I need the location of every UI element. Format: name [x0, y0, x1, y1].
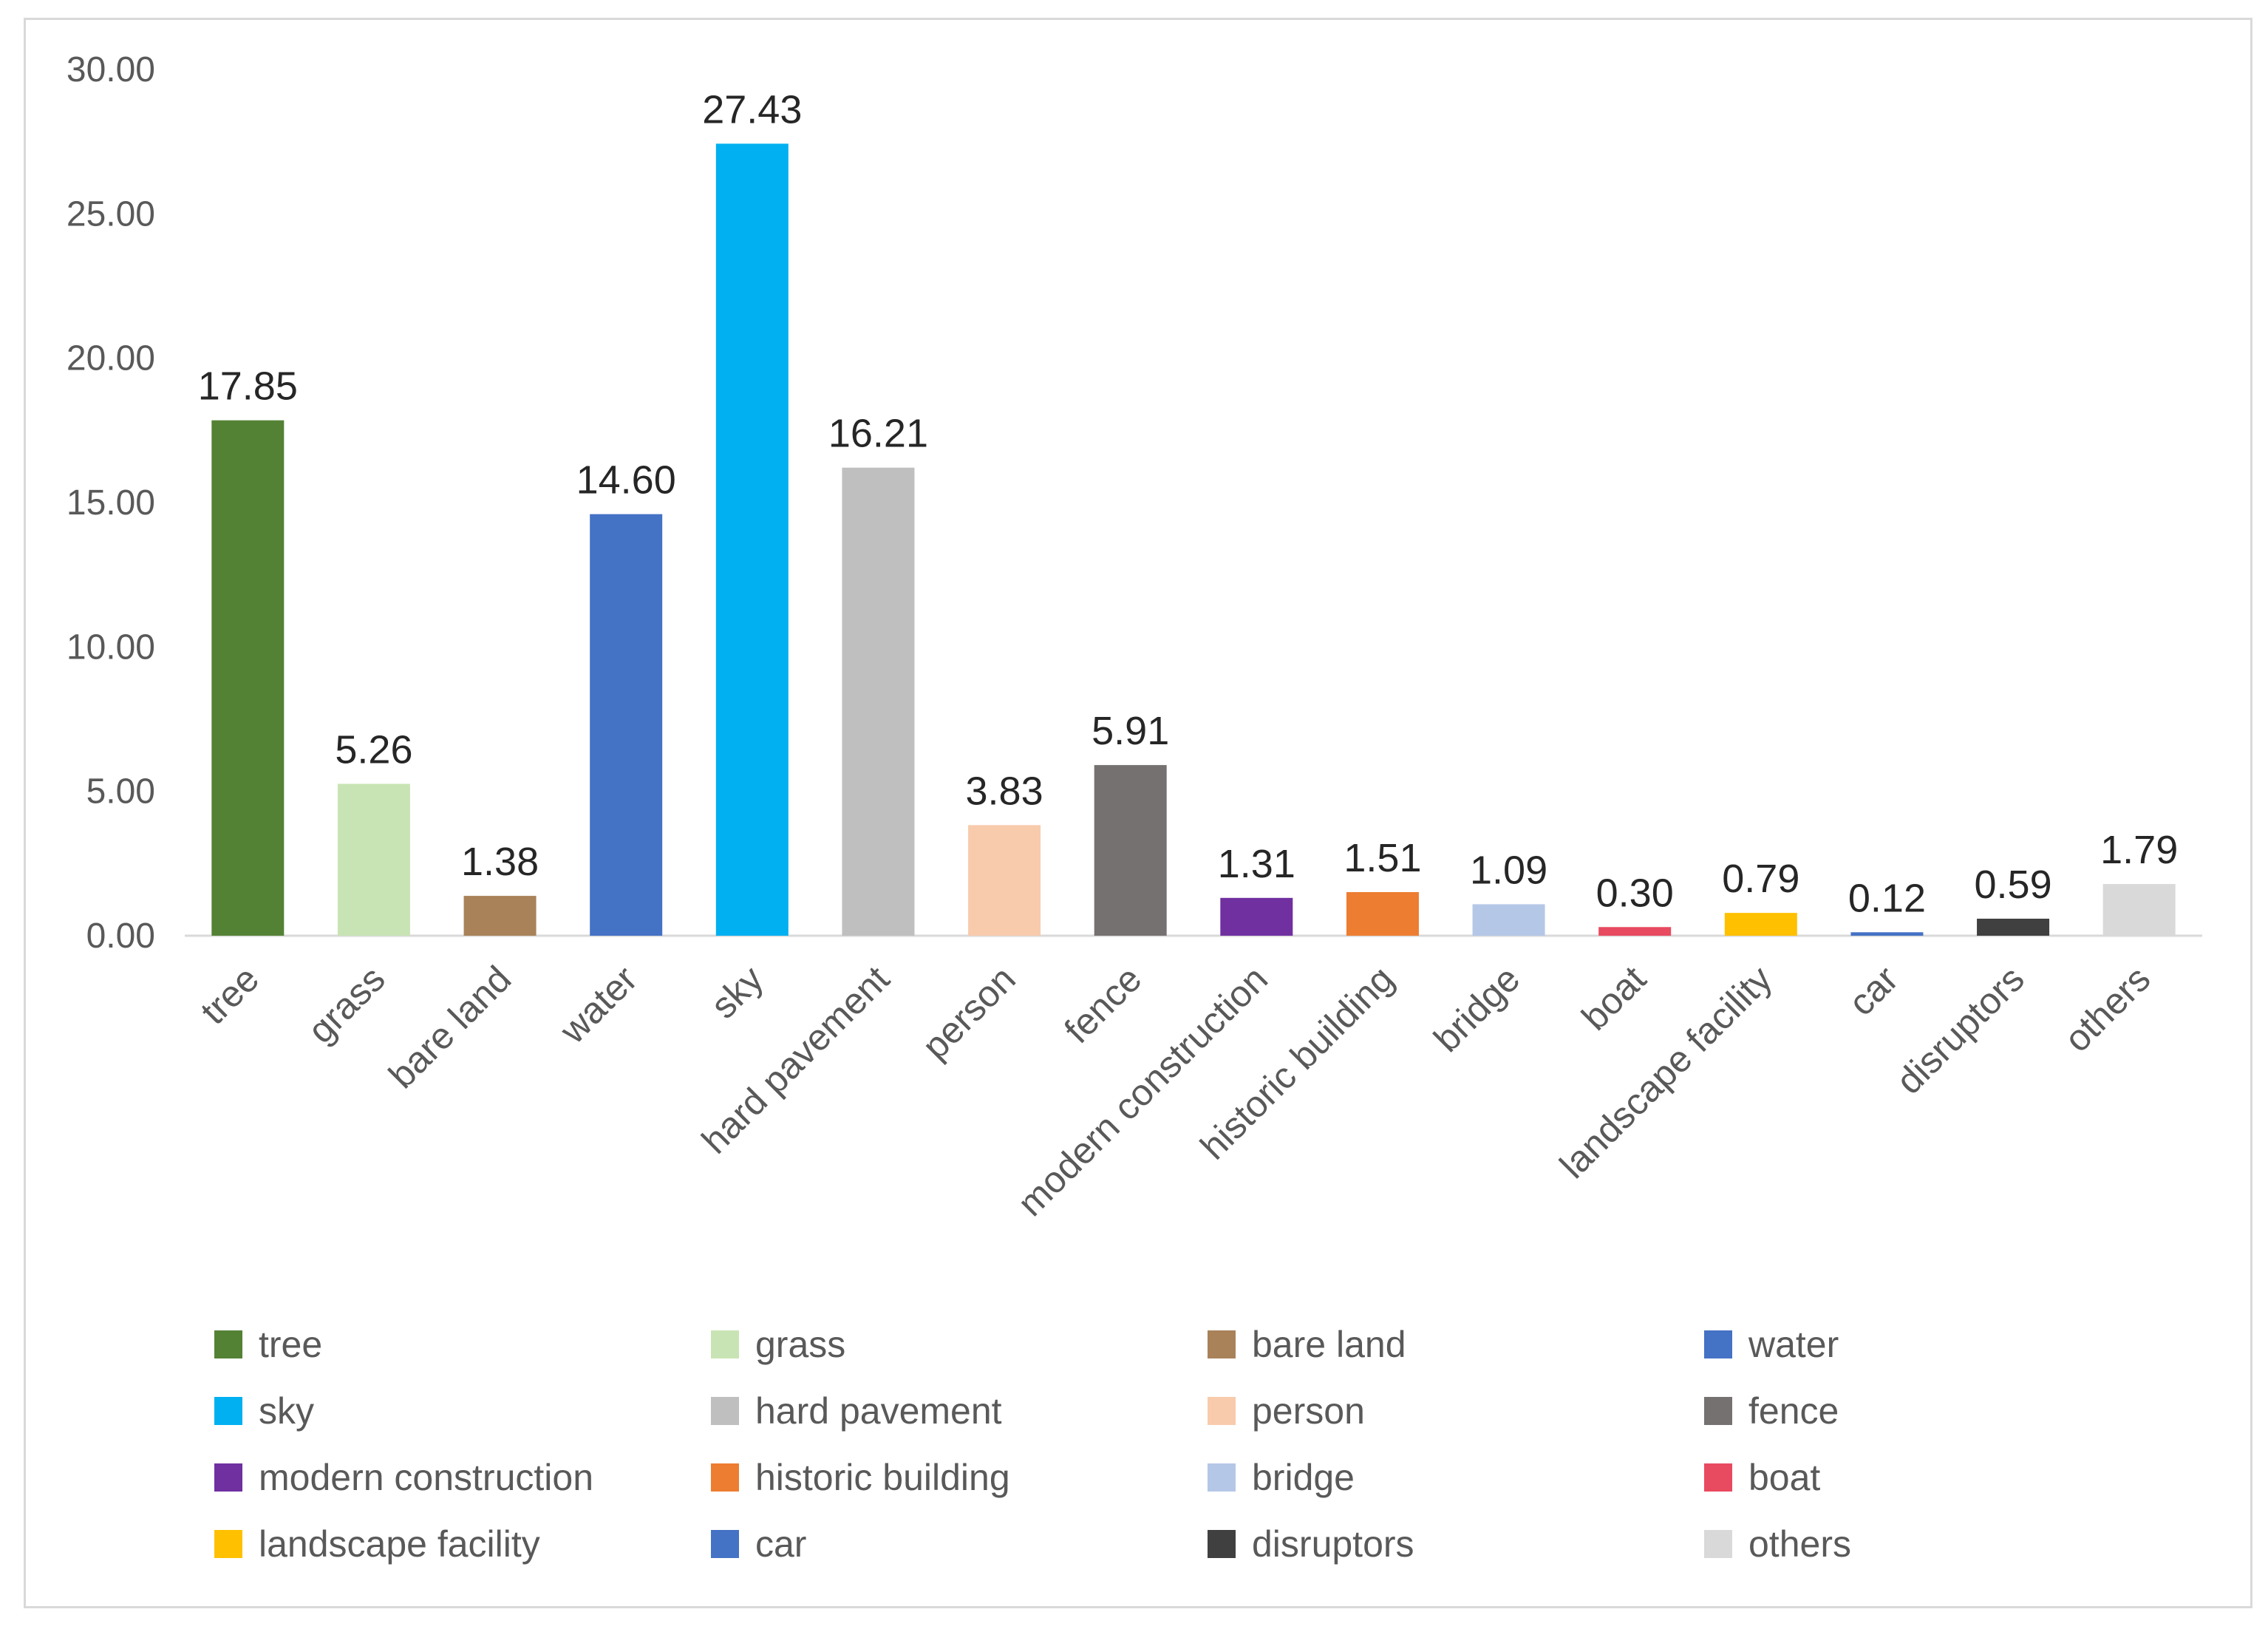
bar-modern-construction	[1220, 897, 1293, 936]
legend-label: modern construction	[259, 1457, 593, 1498]
bar-car	[1850, 932, 1924, 936]
data-label: 1.09	[1470, 848, 1547, 892]
x-tick-label: landscape facility	[1552, 958, 1780, 1186]
legend-label: tree	[259, 1324, 322, 1365]
bar-grass	[337, 783, 410, 936]
x-tick-label: water	[551, 958, 645, 1052]
legend-label: person	[1252, 1390, 1365, 1432]
legend-swatch	[1704, 1530, 1732, 1558]
legend-swatch	[711, 1463, 739, 1492]
legend-label: fence	[1748, 1390, 1839, 1432]
data-label: 27.43	[702, 87, 802, 132]
legend-swatch	[1208, 1330, 1236, 1358]
data-label: 0.79	[1722, 857, 1799, 901]
y-tick-label: 10.00	[67, 628, 155, 667]
bar-others	[2102, 884, 2176, 936]
x-tick-label: disruptors	[1888, 958, 2032, 1102]
data-label: 0.30	[1596, 871, 1674, 915]
data-label: 1.51	[1344, 836, 1421, 880]
y-tick-label: 20.00	[67, 339, 155, 378]
x-tick-label: car	[1840, 958, 1906, 1024]
x-tick-label: modern construction	[1009, 958, 1276, 1224]
bar-hard-pavement	[842, 467, 915, 936]
legend-swatch	[1704, 1463, 1732, 1492]
data-label: 0.59	[1975, 863, 2052, 907]
y-tick-label: 30.00	[67, 50, 155, 89]
x-tick-label: sky	[703, 958, 772, 1027]
legend-swatch	[1208, 1397, 1236, 1425]
data-label: 5.26	[335, 728, 412, 772]
legend-swatch	[1208, 1463, 1236, 1492]
legend-label: bare land	[1252, 1324, 1406, 1365]
data-label: 1.38	[461, 840, 539, 884]
legend-label: bridge	[1252, 1457, 1355, 1498]
data-label: 16.21	[828, 412, 928, 456]
data-label: 1.79	[2100, 828, 2178, 872]
legend-swatch	[1704, 1330, 1732, 1358]
x-tick-label: person	[914, 958, 1024, 1067]
x-tick-label: fence	[1056, 958, 1149, 1051]
legend-swatch	[711, 1530, 739, 1558]
legend-swatch	[1704, 1397, 1732, 1425]
y-tick-label: 15.00	[67, 483, 155, 523]
legend-swatch	[711, 1330, 739, 1358]
legend-label: disruptors	[1252, 1523, 1414, 1565]
bar-sky	[715, 143, 789, 936]
bar-fence	[1094, 765, 1167, 936]
bar-water	[590, 514, 663, 936]
legend-swatch	[214, 1530, 242, 1558]
legend-label: historic building	[755, 1457, 1010, 1498]
legend-label: sky	[259, 1390, 314, 1432]
bar-landscape-facility	[1724, 913, 1797, 936]
bar-historic-building	[1346, 892, 1419, 936]
y-tick-label: 25.00	[67, 194, 155, 234]
legend-swatch	[214, 1330, 242, 1358]
x-tick-label: tree	[193, 958, 268, 1033]
legend-swatch	[711, 1397, 739, 1425]
legend-label: hard pavement	[755, 1390, 1002, 1432]
legend-label: others	[1748, 1523, 1851, 1565]
x-tick-label: grass	[300, 958, 393, 1051]
bar-bare-land	[463, 896, 537, 936]
legend-swatch	[1208, 1530, 1236, 1558]
bar-disruptors	[1977, 918, 2050, 936]
legend-label: grass	[755, 1324, 845, 1365]
legend-label: boat	[1748, 1457, 1820, 1498]
data-label: 17.85	[198, 364, 298, 409]
bar-boat	[1598, 927, 1672, 936]
legend-label: landscape facility	[259, 1523, 540, 1565]
bar-person	[968, 825, 1041, 936]
bar-bridge	[1472, 904, 1545, 936]
data-label: 3.83	[966, 769, 1043, 813]
data-label: 0.12	[1848, 876, 1926, 920]
legend-label: water	[1748, 1324, 1839, 1365]
legend-label: car	[755, 1523, 806, 1565]
data-label: 1.31	[1218, 842, 1295, 886]
legend-swatch	[214, 1397, 242, 1425]
bar-tree	[211, 420, 285, 936]
x-tick-label: bridge	[1426, 958, 1528, 1060]
data-label: 5.91	[1092, 709, 1169, 753]
data-label: 14.60	[576, 458, 676, 503]
x-tick-label: boat	[1574, 958, 1654, 1038]
y-tick-label: 0.00	[86, 916, 155, 956]
y-tick-label: 5.00	[86, 772, 155, 812]
legend-swatch	[214, 1463, 242, 1492]
x-tick-label: bare land	[381, 958, 519, 1096]
x-tick-label: others	[2057, 958, 2159, 1060]
